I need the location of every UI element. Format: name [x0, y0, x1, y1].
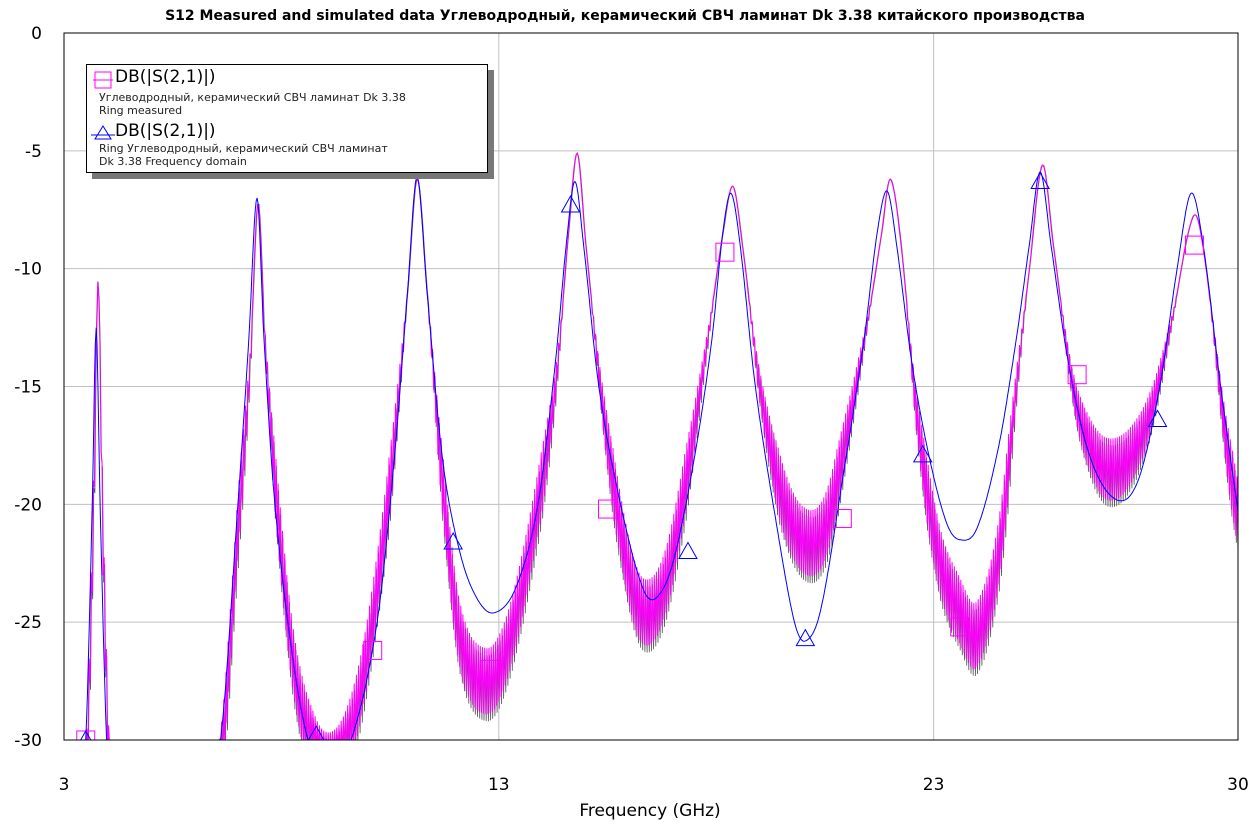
x-tick-label: 30: [1227, 775, 1249, 795]
chart-title: S12 Measured and simulated data Углеводр…: [165, 8, 1085, 24]
x-tick-label: 23: [923, 775, 945, 795]
square-marker: [480, 659, 500, 679]
y-tick-label: -10: [14, 260, 42, 280]
x-tick-label: 3: [59, 775, 70, 795]
y-tick-label: -15: [14, 378, 42, 398]
legend-label: DB(|S(2,1)|): [115, 121, 216, 141]
square-marker-icon: [93, 71, 113, 89]
y-tick-label: -25: [14, 613, 42, 633]
legend-description: Углеводродный, керамический СВЧ ламинат …: [99, 91, 406, 104]
square-marker: [1185, 235, 1205, 255]
triangle-marker: [795, 628, 816, 647]
measured-shadow-line: [86, 152, 1238, 740]
square-marker: [715, 242, 735, 262]
x-axis-label: Frequency (GHz): [579, 801, 720, 821]
simulated-series-line: [85, 171, 1238, 740]
square-marker: [1067, 365, 1087, 385]
measured-series-line: [85, 152, 1238, 740]
y-tick-label: -5: [25, 142, 42, 162]
legend-description: Ring Углеводродный, керамический СВЧ лам…: [99, 142, 388, 155]
triangle-marker: [443, 532, 464, 550]
y-tick-label: 0: [31, 24, 42, 44]
triangle-marker: [1030, 171, 1051, 189]
triangle-marker: [307, 725, 325, 740]
triangle-marker: [1147, 409, 1168, 427]
square-marker: [950, 617, 970, 637]
legend[interactable]: DB(|S(2,1)|) Углеводродный, керамический…: [86, 64, 488, 173]
triangle-marker: [912, 444, 933, 463]
legend-description: Ring measured: [99, 104, 183, 117]
y-tick-label: -20: [14, 495, 42, 515]
legend-label: DB(|S(2,1)|): [115, 67, 216, 87]
plot-frame: [63, 32, 1239, 741]
legend-description: Dk 3.38 Frequency domain: [99, 155, 247, 168]
square-marker: [598, 499, 618, 519]
x-tick-label: 13: [488, 775, 510, 795]
triangle-marker-icon: [91, 125, 115, 140]
triangle-marker: [80, 729, 92, 740]
square-marker: [832, 508, 852, 528]
square-marker: [363, 640, 383, 660]
triangle-marker: [678, 541, 698, 559]
y-tick-label: -30: [14, 731, 42, 751]
triangle-marker: [560, 195, 581, 213]
